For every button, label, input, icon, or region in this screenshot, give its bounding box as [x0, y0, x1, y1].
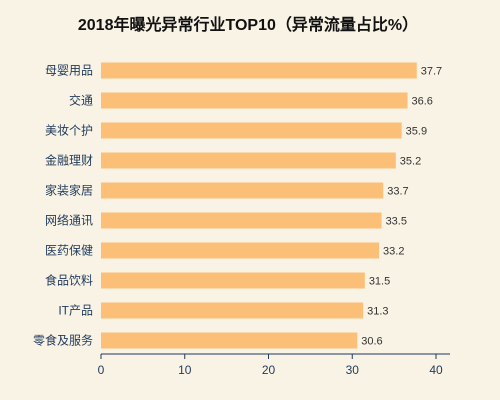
x-tick-label-3: 30	[346, 363, 360, 377]
chart-title: 2018年曝光异常行业TOP10（异常流量占比%）	[78, 15, 418, 34]
value-label-7: 31.5	[369, 276, 390, 288]
bar-0	[101, 62, 417, 79]
bar-6	[101, 242, 380, 259]
category-label-1: 交通	[69, 93, 93, 108]
value-label-5: 33.5	[386, 216, 407, 228]
value-label-0: 37.7	[421, 66, 442, 78]
value-label-6: 33.2	[383, 246, 404, 258]
bar-4	[101, 182, 384, 199]
bar-3	[101, 152, 396, 169]
bar-2	[101, 122, 402, 139]
bars-group	[101, 62, 417, 349]
category-label-2: 美妆个护	[45, 124, 93, 138]
category-label-9: 零食及服务	[33, 333, 93, 348]
category-label-5: 网络通讯	[45, 213, 93, 228]
bar-1	[101, 92, 408, 109]
value-label-3: 35.2	[400, 156, 421, 168]
bar-8	[101, 302, 364, 319]
category-label-0: 母婴用品	[45, 64, 93, 78]
category-label-8: IT产品	[58, 304, 93, 318]
value-label-8: 31.3	[367, 306, 388, 318]
x-tick-label-2: 20	[262, 363, 276, 377]
category-label-6: 医药保健	[45, 244, 93, 258]
x-tick-label-4: 40	[429, 363, 443, 377]
x-axis: 0 10 20 30 40	[98, 353, 450, 377]
bar-9	[101, 332, 358, 349]
bar-5	[101, 212, 382, 229]
value-label-9: 30.6	[361, 336, 382, 348]
category-label-7: 食品饮料	[45, 273, 93, 288]
x-tick-label-1: 10	[178, 363, 192, 377]
value-labels: 37.7 36.6 35.9 35.2 33.7 33.5 33.2 31.5 31.3 30.6	[361, 66, 442, 348]
category-label-4: 家装家居	[45, 183, 93, 198]
value-label-1: 36.6	[412, 96, 433, 108]
value-label-4: 33.7	[387, 186, 408, 198]
bar-7	[101, 272, 365, 289]
value-label-2: 35.9	[406, 126, 427, 138]
x-tick-label-0: 0	[98, 363, 105, 377]
category-label-3: 金融理财	[45, 153, 93, 168]
